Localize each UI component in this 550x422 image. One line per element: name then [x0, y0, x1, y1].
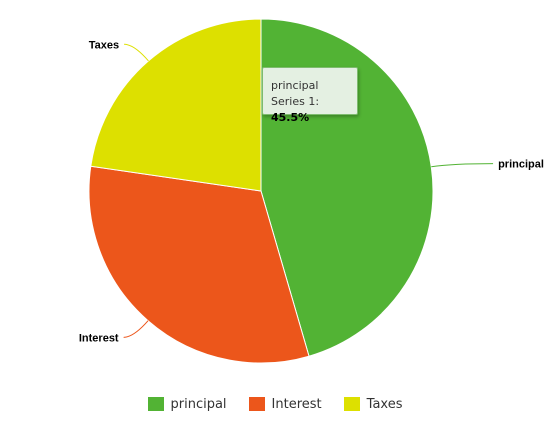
legend-item-principal[interactable]: principal [147, 396, 227, 412]
tooltip-value: 45.5% [271, 111, 310, 124]
legend-swatch-interest [248, 397, 265, 411]
slices-layer [88, 18, 434, 364]
data-label-principal: principal [498, 159, 544, 171]
legend-swatch-taxes [343, 397, 360, 411]
data-label-interest: Interest [79, 332, 119, 344]
data-label-taxes: Taxes [89, 39, 119, 51]
labels-layer: principal Interest Taxes [79, 39, 544, 344]
label-connector-interest [123, 320, 149, 338]
tooltip-series-label: Series 1: [271, 95, 320, 108]
label-connector-principal [431, 163, 494, 168]
chart-tooltip: principal Series 1: 45.5% [262, 67, 358, 124]
tooltip-value-line: Series 1: 45.5% [271, 94, 357, 126]
legend-swatch-principal [147, 397, 164, 411]
legend-item-taxes[interactable]: Taxes [343, 396, 403, 412]
tooltip-category: principal [271, 79, 319, 92]
label-connector-taxes [124, 43, 149, 62]
legend-label-principal: principal [170, 396, 227, 412]
legend-label-taxes: Taxes [366, 396, 403, 412]
legend-item-interest[interactable]: Interest [248, 396, 322, 412]
chart-legend: principal Interest Taxes [0, 394, 550, 414]
legend-label-interest: Interest [271, 396, 322, 412]
pie-slice-taxes[interactable] [90, 18, 262, 192]
